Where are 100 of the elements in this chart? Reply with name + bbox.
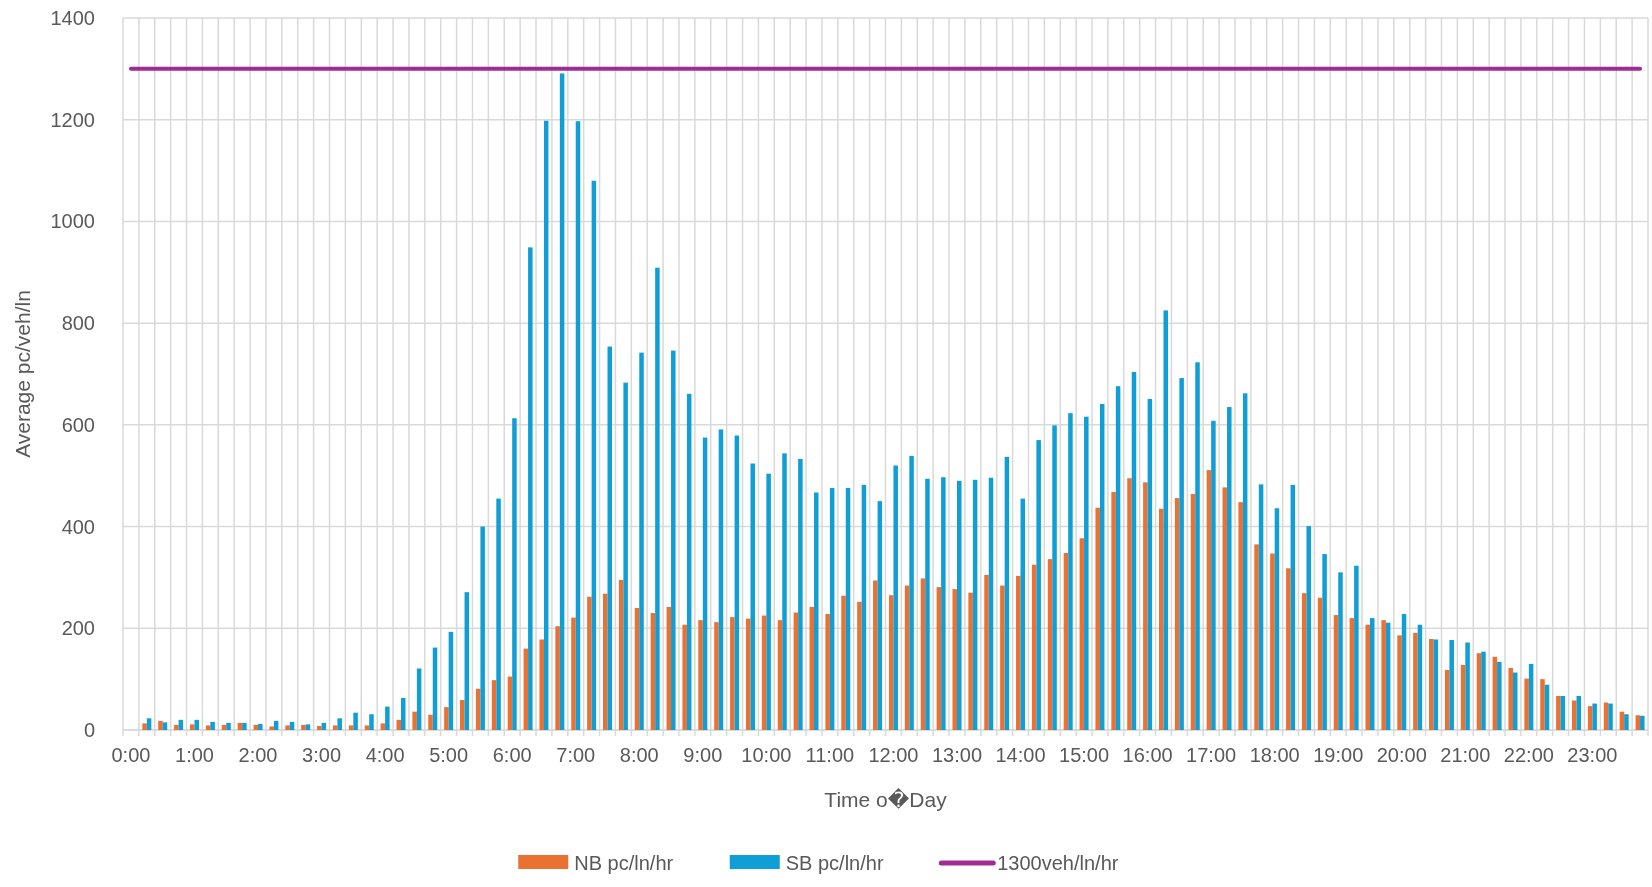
x-tick-label: 15:00 bbox=[1059, 744, 1110, 766]
bar bbox=[1052, 425, 1057, 730]
x-tick-label: 23:00 bbox=[1567, 744, 1618, 766]
bar bbox=[226, 722, 231, 730]
bar bbox=[1572, 700, 1577, 730]
bar bbox=[1306, 526, 1311, 730]
y-tick-label: 600 bbox=[61, 413, 95, 436]
bar bbox=[1540, 679, 1545, 730]
bar bbox=[587, 596, 592, 730]
bar bbox=[1211, 420, 1216, 730]
bar bbox=[1068, 413, 1073, 730]
bar bbox=[984, 574, 989, 730]
bar bbox=[750, 463, 755, 730]
bar bbox=[825, 614, 830, 730]
bar bbox=[682, 624, 687, 730]
x-tick-label: 12:00 bbox=[868, 744, 919, 766]
x-tick-label: 13:00 bbox=[931, 744, 983, 766]
bar bbox=[305, 724, 311, 730]
bar bbox=[385, 706, 390, 730]
bar bbox=[1127, 478, 1132, 730]
bar bbox=[348, 725, 354, 730]
bar bbox=[353, 712, 358, 730]
y-tick-label: 200 bbox=[61, 617, 95, 640]
x-axis-title: Time o�Day bbox=[824, 787, 948, 811]
bar bbox=[1322, 554, 1327, 730]
x-tick-label: 8:00 bbox=[619, 744, 659, 766]
bar bbox=[1497, 661, 1502, 730]
legend-label: 1300veh/ln/hr bbox=[997, 852, 1119, 874]
y-tick-label: 1000 bbox=[50, 210, 95, 233]
bar bbox=[639, 352, 644, 730]
bar bbox=[1556, 695, 1561, 730]
x-tick-label: 3:00 bbox=[302, 744, 342, 766]
y-tick-label: 0 bbox=[83, 719, 95, 741]
bar bbox=[194, 719, 199, 730]
bar bbox=[460, 699, 465, 730]
bar bbox=[1524, 678, 1529, 730]
bar bbox=[1354, 565, 1359, 730]
bar bbox=[1163, 310, 1168, 730]
bar bbox=[1179, 378, 1184, 730]
bar bbox=[1270, 553, 1275, 730]
bar bbox=[1227, 407, 1232, 730]
legend-label: SB pc/ln/hr bbox=[785, 852, 884, 874]
bar bbox=[528, 247, 533, 730]
x-tick-label: 11:00 bbox=[805, 744, 855, 766]
bar bbox=[1338, 572, 1343, 730]
x-tick-label: 2:00 bbox=[238, 744, 278, 766]
bar bbox=[873, 580, 878, 730]
bar bbox=[1370, 618, 1375, 730]
bar bbox=[841, 595, 846, 730]
bar bbox=[1640, 715, 1645, 730]
bar bbox=[1195, 362, 1200, 730]
x-tick-label: 14:00 bbox=[995, 744, 1046, 766]
x-tick-label: 19:00 bbox=[1313, 744, 1364, 766]
bar bbox=[1238, 502, 1243, 730]
bar bbox=[416, 668, 422, 730]
x-tick-label: 4:00 bbox=[365, 744, 405, 766]
bar bbox=[146, 718, 152, 730]
bar bbox=[1036, 440, 1041, 730]
bar bbox=[814, 492, 819, 730]
bar bbox=[671, 350, 676, 730]
bar bbox=[1084, 416, 1089, 730]
bar bbox=[1286, 568, 1291, 730]
bar bbox=[258, 723, 263, 730]
bar bbox=[1449, 639, 1454, 730]
bar bbox=[893, 465, 898, 730]
bar bbox=[1481, 651, 1486, 730]
bar bbox=[941, 477, 946, 730]
bar bbox=[925, 478, 930, 730]
bar bbox=[512, 418, 517, 730]
bar bbox=[396, 719, 401, 730]
bar bbox=[162, 722, 168, 730]
x-tick-label: 21:00 bbox=[1440, 744, 1491, 766]
bar bbox=[952, 589, 957, 730]
bar bbox=[380, 723, 386, 730]
bar bbox=[1465, 642, 1470, 730]
bar bbox=[1016, 575, 1021, 730]
bar bbox=[142, 723, 147, 730]
bar bbox=[210, 721, 215, 730]
bar bbox=[444, 707, 449, 730]
y-tick-label: 400 bbox=[61, 515, 95, 538]
x-tick-label: 16:00 bbox=[1122, 744, 1173, 766]
x-tick-label: 9:00 bbox=[683, 744, 723, 766]
bar bbox=[412, 711, 417, 730]
bar bbox=[1635, 715, 1641, 730]
x-tick-label: 7:00 bbox=[556, 744, 596, 766]
bar bbox=[623, 382, 628, 730]
bar bbox=[909, 455, 914, 730]
x-tick-label: 22:00 bbox=[1503, 744, 1554, 766]
bar bbox=[369, 714, 374, 730]
bar bbox=[301, 724, 306, 730]
x-tick-label: 20:00 bbox=[1376, 744, 1427, 766]
bar bbox=[968, 592, 973, 730]
bar bbox=[1381, 620, 1386, 730]
bar bbox=[158, 720, 163, 730]
bar bbox=[1254, 544, 1259, 730]
bar bbox=[1608, 703, 1613, 730]
bar bbox=[337, 718, 342, 730]
bar bbox=[189, 724, 195, 730]
bar bbox=[571, 617, 576, 730]
bar bbox=[285, 725, 290, 730]
